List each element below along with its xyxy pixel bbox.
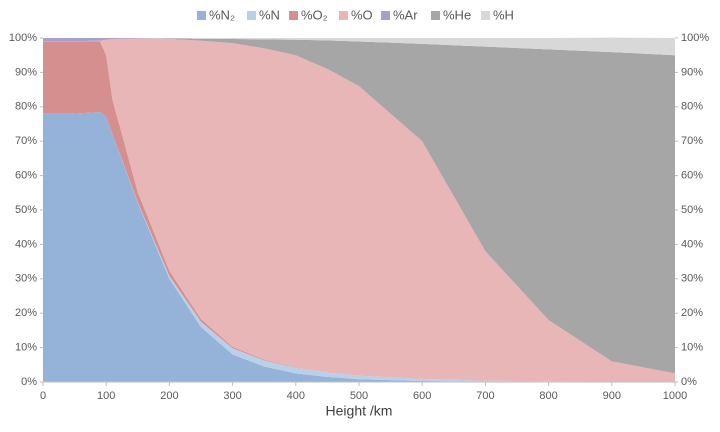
y2-tick-label: 30% [681,273,703,285]
y-tick-label: 10% [15,342,37,354]
y2-tick-label: 20% [681,307,703,319]
x-tick-label: 500 [350,390,368,402]
legend-label: %N₂ [209,7,235,22]
x-tick-label: 900 [603,390,621,402]
y2-tick-label: 90% [681,66,703,78]
legend-swatch [339,11,348,20]
x-tick-label: 200 [160,390,178,402]
y2-tick-label: 50% [681,204,703,216]
x-tick-label: 100 [97,390,115,402]
x-tick-label: 400 [287,390,305,402]
y-tick-label: 30% [15,273,37,285]
y-tick-label: 60% [15,170,37,182]
area [43,38,675,383]
legend-label: %N [259,7,280,22]
legend-label: %O₂ [301,7,328,22]
legend-label: %Ar [393,7,418,22]
y2-tick-label: 100% [681,32,709,44]
x-tick-label: 0 [40,390,46,402]
legend-label: %O [351,7,373,22]
x-tick-label: 600 [413,390,431,402]
y-tick-label: 0% [21,376,37,388]
y2-tick-label: 0% [681,376,697,388]
area [43,111,675,383]
y2-tick-label: 40% [681,238,703,250]
x-tick-label: 1000 [663,390,687,402]
x-tick-label: 300 [223,390,241,402]
y-tick-label: 70% [15,135,37,147]
x-tick-label: 800 [539,390,557,402]
y-tick-label: 50% [15,204,37,216]
area [43,38,675,374]
y-tick-label: 40% [15,238,37,250]
legend-label: %He [443,7,471,22]
legend-swatch [431,11,440,20]
y-tick-label: 90% [15,66,37,78]
area [43,37,675,56]
legend-swatch [247,11,256,20]
x-tick-label: 700 [476,390,494,402]
area [43,41,675,382]
legend-swatch [289,11,298,20]
y2-tick-label: 60% [681,170,703,182]
legend-label: %H [493,7,514,22]
plot-area [43,37,675,383]
legend-swatch [197,11,206,20]
y2-tick-label: 10% [681,342,703,354]
legend-swatch [381,11,390,20]
y-tick-label: 80% [15,101,37,113]
y2-tick-label: 70% [681,135,703,147]
y2-tick-label: 80% [681,101,703,113]
legend-swatch [481,11,490,20]
legend: %N₂ %N %O₂ %O %Ar %He %H [197,7,514,22]
y-tick-label: 100% [9,32,37,44]
x-axis-label: Height /km [326,403,393,419]
y-tick-label: 20% [15,307,37,319]
